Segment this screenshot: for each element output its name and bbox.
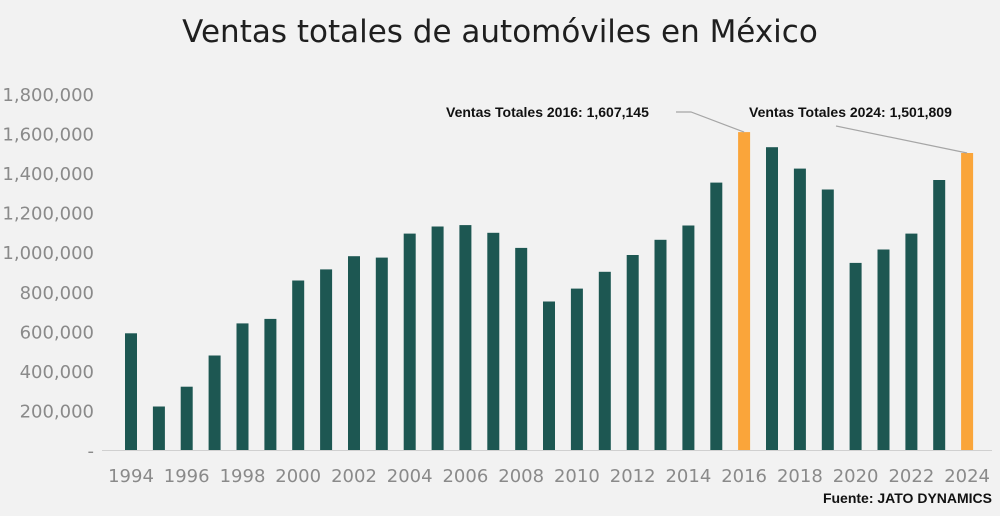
annotation-leader-2016	[676, 111, 745, 133]
bar-1997	[208, 355, 221, 450]
chart-title: Ventas totales de automóviles en México	[182, 14, 818, 50]
annotation-2016: Ventas Totales 2016: 1,607,145	[446, 104, 649, 120]
x-tick-label: 2022	[888, 466, 934, 487]
bar-2004	[403, 233, 416, 450]
bar-1998	[236, 323, 249, 450]
bar-2014	[682, 225, 695, 450]
bar-2013	[654, 239, 667, 450]
bar-2009	[543, 301, 555, 450]
y-tick-label: 1,000,000	[2, 243, 94, 264]
bar-2006	[459, 225, 472, 450]
bar-2003	[375, 257, 388, 450]
bar-2002	[348, 256, 360, 450]
x-tick-label: 2020	[833, 466, 879, 487]
bar-1995	[152, 406, 165, 450]
x-tick-label: 2014	[665, 466, 711, 487]
x-tick-label: 2012	[610, 466, 656, 487]
bar-2022	[905, 233, 918, 450]
x-tick-label: 2010	[554, 466, 600, 487]
source-note: Fuente: JATO DYNAMICS	[822, 490, 992, 506]
bar-series	[125, 132, 974, 450]
bar-2020	[849, 262, 862, 450]
bar-2016	[738, 132, 751, 450]
bar-2011	[598, 271, 611, 450]
bar-2005	[431, 226, 444, 450]
x-tick-label: 2006	[442, 466, 488, 487]
bar-2010	[570, 288, 583, 450]
x-tick-label: 2016	[721, 466, 767, 487]
x-tick-label: 2008	[498, 466, 544, 487]
bar-2019	[821, 189, 834, 450]
x-tick-label: 1998	[220, 466, 266, 487]
bar-2008	[515, 247, 528, 450]
annotation-2024: Ventas Totales 2024: 1,501,809	[749, 104, 952, 120]
y-tick-label: 1,600,000	[2, 125, 94, 146]
x-tick-label: 2024	[944, 466, 990, 487]
x-tick-label: 2018	[777, 466, 823, 487]
bar-2007	[487, 232, 500, 450]
bar-2021	[877, 249, 890, 450]
y-axis: - 200,000 400,000 600,000 800,000 1,000,000 1,…	[2, 85, 94, 462]
bar-2000	[292, 280, 305, 450]
bar-2012	[626, 255, 639, 450]
x-tick-label: 2002	[331, 466, 377, 487]
x-tick-label: 1994	[108, 466, 154, 487]
bar-2001	[320, 269, 333, 450]
x-axis: 1994 1996 1998 2000 2002 2004 2006 2008 2010 2012…	[108, 466, 990, 487]
annotations: Ventas Totales 2016: 1,607,145 Ventas Tot…	[446, 104, 968, 154]
bar-2017	[766, 147, 778, 450]
bar-1994	[125, 333, 137, 450]
bar-2023	[933, 180, 946, 450]
bar-1996	[180, 386, 193, 450]
bar-2015	[710, 182, 723, 450]
y-tick-label: 1,200,000	[2, 204, 94, 225]
y-tick-label: 600,000	[20, 322, 94, 343]
x-tick-label: 2000	[275, 466, 321, 487]
y-tick-label: -	[88, 441, 95, 462]
x-tick-label: 1996	[164, 466, 210, 487]
y-tick-label: 400,000	[20, 362, 94, 383]
y-tick-label: 200,000	[20, 401, 94, 422]
bar-2024	[961, 153, 974, 450]
x-tick-label: 2004	[387, 466, 433, 487]
annotation-leader-2024	[835, 125, 968, 154]
bar-2018	[793, 168, 806, 450]
y-tick-label: 1,800,000	[2, 85, 94, 106]
y-tick-label: 1,400,000	[2, 164, 94, 185]
bar-1999	[264, 318, 277, 450]
y-tick-label: 800,000	[20, 283, 94, 304]
